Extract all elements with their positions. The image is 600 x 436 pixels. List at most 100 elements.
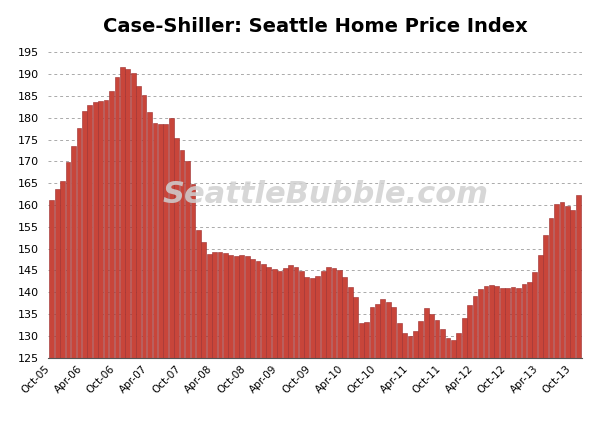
Bar	[337, 270, 342, 358]
Bar	[174, 138, 179, 358]
Bar	[152, 123, 157, 358]
Bar	[484, 286, 488, 358]
Bar	[196, 230, 201, 358]
Bar	[120, 67, 125, 358]
Bar	[402, 333, 407, 358]
Bar	[277, 271, 282, 358]
Bar	[212, 252, 217, 358]
Bar	[104, 100, 109, 358]
Bar	[413, 331, 418, 358]
Bar	[380, 300, 385, 358]
Bar	[462, 318, 467, 358]
Bar	[256, 261, 260, 358]
Bar	[353, 297, 358, 358]
Bar	[299, 271, 304, 358]
Bar	[505, 288, 510, 358]
Bar	[548, 218, 553, 358]
Bar	[364, 322, 369, 358]
Bar	[316, 276, 320, 358]
Bar	[321, 271, 326, 358]
Bar	[429, 314, 434, 358]
Bar	[261, 264, 266, 358]
Bar	[494, 286, 499, 358]
Bar	[391, 307, 396, 358]
Title: Case-Shiller: Seattle Home Price Index: Case-Shiller: Seattle Home Price Index	[103, 17, 527, 37]
Bar	[71, 146, 76, 358]
Bar	[467, 305, 472, 358]
Bar	[239, 255, 244, 358]
Bar	[115, 78, 119, 358]
Bar	[77, 128, 82, 358]
Bar	[229, 255, 233, 358]
Bar	[532, 272, 537, 358]
Bar	[571, 210, 575, 358]
Bar	[147, 112, 152, 358]
Bar	[49, 200, 54, 358]
Bar	[60, 181, 65, 358]
Bar	[191, 184, 195, 358]
Bar	[179, 150, 184, 358]
Bar	[516, 288, 521, 358]
Bar	[565, 206, 570, 358]
Bar	[125, 68, 130, 358]
Bar	[82, 111, 87, 358]
Text: SeattleBubble.com: SeattleBubble.com	[163, 180, 488, 209]
Bar	[332, 268, 337, 358]
Bar	[370, 307, 374, 358]
Bar	[543, 235, 548, 358]
Bar	[131, 73, 136, 358]
Bar	[326, 267, 331, 358]
Bar	[457, 333, 461, 358]
Bar	[343, 276, 347, 358]
Bar	[304, 277, 309, 358]
Bar	[521, 284, 526, 358]
Bar	[202, 242, 206, 358]
Bar	[310, 278, 314, 358]
Bar	[283, 268, 287, 358]
Bar	[538, 255, 542, 358]
Bar	[288, 265, 293, 358]
Bar	[560, 202, 565, 358]
Bar	[169, 118, 173, 358]
Bar	[375, 304, 380, 358]
Bar	[93, 102, 98, 358]
Bar	[234, 255, 239, 358]
Bar	[397, 323, 401, 358]
Bar	[440, 329, 445, 358]
Bar	[451, 341, 456, 358]
Bar	[489, 285, 494, 358]
Bar	[185, 161, 190, 358]
Bar	[407, 336, 412, 358]
Bar	[142, 95, 146, 358]
Bar	[272, 269, 277, 358]
Bar	[511, 287, 515, 358]
Bar	[223, 253, 228, 358]
Bar	[266, 267, 271, 358]
Bar	[446, 337, 451, 358]
Bar	[435, 320, 439, 358]
Bar	[576, 195, 581, 358]
Bar	[418, 321, 423, 358]
Bar	[98, 101, 103, 358]
Bar	[359, 323, 364, 358]
Bar	[218, 252, 223, 358]
Bar	[55, 190, 59, 358]
Bar	[554, 204, 559, 358]
Bar	[109, 91, 114, 358]
Bar	[527, 282, 532, 358]
Bar	[250, 259, 255, 358]
Bar	[158, 124, 163, 358]
Bar	[88, 105, 92, 358]
Bar	[293, 267, 298, 358]
Bar	[348, 286, 353, 358]
Bar	[163, 124, 168, 358]
Bar	[386, 303, 391, 358]
Bar	[478, 289, 483, 358]
Bar	[424, 308, 428, 358]
Bar	[207, 254, 212, 358]
Bar	[473, 296, 478, 358]
Bar	[136, 85, 141, 358]
Bar	[245, 256, 250, 358]
Bar	[500, 288, 505, 358]
Bar	[65, 162, 70, 358]
